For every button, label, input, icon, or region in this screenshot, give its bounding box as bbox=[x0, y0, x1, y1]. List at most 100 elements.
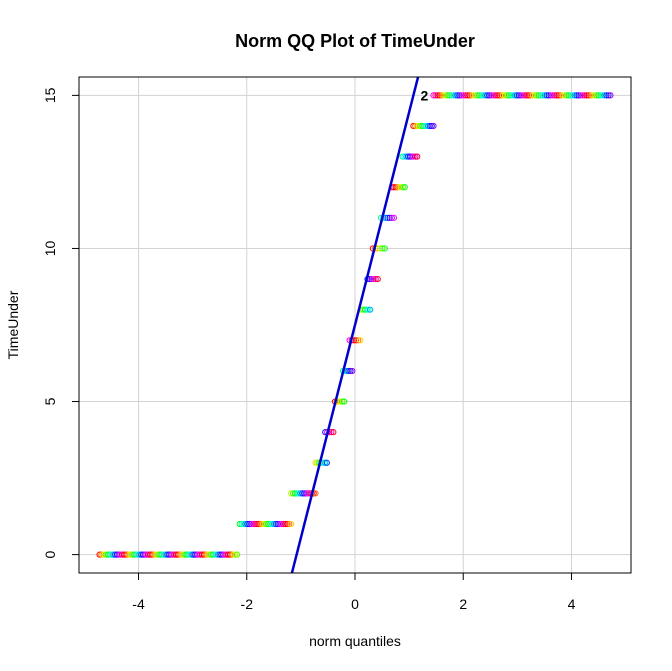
qq-point bbox=[585, 92, 592, 99]
qq-point bbox=[365, 306, 372, 313]
qq-point bbox=[452, 92, 459, 99]
qq-point bbox=[444, 92, 451, 99]
qq-point bbox=[410, 153, 417, 160]
qq-point bbox=[388, 214, 395, 221]
qq-point bbox=[434, 92, 441, 99]
qq-point bbox=[605, 92, 612, 99]
qq-point bbox=[497, 92, 505, 99]
qq-point bbox=[547, 92, 554, 99]
qq-point bbox=[438, 92, 445, 99]
qq-point bbox=[374, 275, 381, 283]
qq-point bbox=[561, 92, 568, 99]
qq-point bbox=[575, 92, 582, 99]
y-tick-label: 0 bbox=[42, 551, 58, 559]
qq-point bbox=[276, 520, 283, 528]
qq-point bbox=[440, 92, 447, 99]
qq-point bbox=[454, 92, 461, 99]
qq-point bbox=[345, 367, 352, 375]
qq-point bbox=[397, 184, 405, 191]
x-tick-label: 4 bbox=[568, 596, 576, 612]
qq-point bbox=[493, 92, 501, 99]
qq-point bbox=[505, 92, 513, 99]
qq-point bbox=[261, 520, 268, 528]
qq-point bbox=[480, 92, 487, 99]
qq-point bbox=[599, 92, 606, 99]
qq-point bbox=[251, 520, 259, 528]
qq-point bbox=[511, 92, 519, 99]
y-tick-label: 15 bbox=[42, 87, 58, 103]
qq-point bbox=[462, 92, 469, 99]
qq-point bbox=[432, 92, 439, 99]
qq-point bbox=[448, 92, 455, 99]
qq-point bbox=[539, 92, 546, 99]
qq-point bbox=[428, 122, 435, 130]
qq-point bbox=[468, 92, 475, 99]
qq-point bbox=[535, 92, 542, 99]
qq-point bbox=[597, 92, 604, 99]
qq-point bbox=[379, 245, 386, 252]
qq-point bbox=[557, 92, 564, 99]
qq-point bbox=[523, 92, 531, 99]
qq-point bbox=[233, 551, 241, 558]
qq-point bbox=[513, 92, 521, 99]
qq-point bbox=[482, 92, 489, 99]
qq-point bbox=[232, 551, 239, 558]
qq-point bbox=[337, 398, 344, 405]
qq-point bbox=[284, 520, 291, 528]
qq-point bbox=[240, 520, 247, 528]
qq-point bbox=[436, 92, 443, 99]
qq-point bbox=[390, 214, 398, 221]
qq-point bbox=[259, 520, 266, 528]
qq-point bbox=[339, 398, 346, 405]
qq-point bbox=[272, 520, 280, 528]
qq-point bbox=[593, 92, 600, 99]
qq-point bbox=[581, 92, 588, 99]
qq-point bbox=[265, 520, 272, 528]
qq-point bbox=[484, 92, 491, 99]
qq-point bbox=[426, 122, 433, 130]
qq-point bbox=[249, 520, 257, 528]
qq-point bbox=[601, 92, 608, 99]
qq-point bbox=[330, 429, 337, 436]
qq-point bbox=[603, 92, 610, 99]
y-tick-label: 10 bbox=[42, 240, 58, 256]
qq-point bbox=[268, 520, 276, 528]
qq-point bbox=[242, 520, 249, 528]
qq-point bbox=[464, 92, 471, 99]
qq-point bbox=[551, 92, 558, 99]
qq-point bbox=[553, 92, 560, 99]
qq-point bbox=[607, 92, 614, 99]
qq-point bbox=[565, 92, 572, 99]
qq-point bbox=[446, 92, 453, 99]
qq-point bbox=[255, 520, 262, 528]
qq-point bbox=[430, 92, 437, 99]
qq-point bbox=[579, 92, 586, 99]
qq-point bbox=[230, 551, 237, 558]
qq-point bbox=[280, 520, 287, 528]
qq-point bbox=[525, 92, 533, 99]
qq-point bbox=[458, 92, 465, 99]
y-axis: 0 5 10 15 bbox=[42, 87, 79, 559]
qq-point bbox=[537, 92, 544, 99]
x-tick-label: -2 bbox=[241, 596, 254, 612]
qq-point bbox=[282, 520, 289, 528]
qq-point bbox=[372, 275, 379, 283]
qq-point bbox=[456, 92, 463, 99]
qq-point bbox=[589, 92, 596, 99]
qq-point bbox=[363, 306, 370, 313]
qq-point bbox=[501, 92, 509, 99]
qq-point bbox=[492, 92, 499, 99]
point-label: 2 bbox=[421, 88, 429, 104]
qq-point bbox=[495, 92, 503, 99]
qq-point bbox=[474, 92, 481, 99]
reference-line bbox=[290, 77, 420, 573]
x-tick-label: 2 bbox=[459, 596, 467, 612]
qq-point bbox=[521, 92, 529, 99]
qq-point bbox=[472, 92, 479, 99]
qq-point bbox=[368, 275, 375, 283]
qq-point bbox=[591, 92, 598, 99]
qq-point bbox=[531, 92, 538, 99]
qq-point bbox=[476, 92, 483, 99]
qq-point bbox=[583, 92, 590, 99]
